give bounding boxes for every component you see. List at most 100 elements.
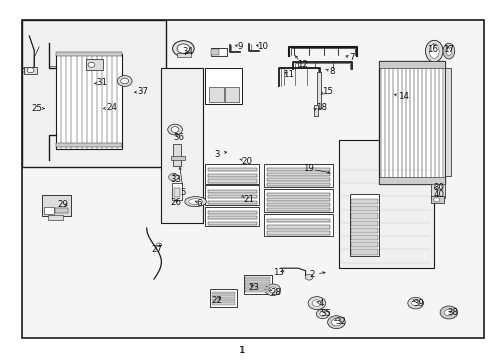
Text: 4: 4 <box>318 299 324 307</box>
Text: 18: 18 <box>315 103 326 112</box>
Text: 29: 29 <box>57 200 68 209</box>
Bar <box>171 156 184 160</box>
Bar <box>56 143 122 147</box>
Text: 3: 3 <box>214 150 220 158</box>
Bar <box>350 221 377 226</box>
Text: 34: 34 <box>183 46 193 55</box>
Bar <box>212 295 235 298</box>
Ellipse shape <box>428 44 438 58</box>
Bar <box>212 302 235 305</box>
Bar <box>350 242 377 247</box>
Bar <box>349 194 378 256</box>
Text: 26: 26 <box>170 198 181 207</box>
Bar <box>266 168 329 171</box>
Bar <box>41 195 71 216</box>
Text: 16: 16 <box>427 45 437 54</box>
Bar <box>245 290 269 292</box>
Bar <box>430 196 443 203</box>
Bar <box>207 211 256 214</box>
Bar <box>22 20 483 338</box>
Bar <box>207 168 256 171</box>
Circle shape <box>156 243 161 247</box>
Bar <box>161 68 203 223</box>
Circle shape <box>117 76 132 86</box>
Bar <box>205 207 259 226</box>
Text: 12: 12 <box>296 60 307 69</box>
Text: 27: 27 <box>151 245 162 254</box>
Bar <box>44 207 54 214</box>
Text: 6: 6 <box>196 198 202 207</box>
Circle shape <box>268 287 276 293</box>
Bar <box>85 59 102 70</box>
Bar <box>266 231 329 235</box>
Bar <box>177 53 190 57</box>
Text: 24: 24 <box>106 103 117 112</box>
Circle shape <box>439 306 457 319</box>
Bar <box>266 208 329 211</box>
Bar <box>266 193 329 196</box>
Circle shape <box>444 309 452 316</box>
Bar <box>378 177 444 184</box>
Text: 38: 38 <box>447 308 458 317</box>
Bar <box>172 183 182 200</box>
Circle shape <box>264 284 280 296</box>
Circle shape <box>88 62 95 67</box>
Text: 28: 28 <box>270 288 281 297</box>
Text: 1: 1 <box>239 346 244 355</box>
Bar <box>266 198 329 201</box>
Ellipse shape <box>445 47 451 55</box>
Text: 7: 7 <box>348 53 354 62</box>
Circle shape <box>327 316 345 329</box>
Bar <box>266 203 329 206</box>
Bar <box>350 213 377 219</box>
Circle shape <box>307 297 325 310</box>
Bar <box>245 287 269 289</box>
Text: 21: 21 <box>243 194 253 203</box>
Bar <box>266 219 329 222</box>
Bar <box>173 188 180 197</box>
Bar <box>207 190 256 193</box>
Bar <box>211 48 226 56</box>
Bar <box>56 52 122 56</box>
Bar <box>245 280 269 283</box>
Circle shape <box>407 297 423 309</box>
Text: 17: 17 <box>442 45 453 54</box>
Bar <box>205 164 259 184</box>
Bar <box>55 208 68 213</box>
Circle shape <box>121 78 128 84</box>
Bar <box>205 68 242 104</box>
Circle shape <box>331 319 341 326</box>
Circle shape <box>27 68 34 73</box>
Bar <box>22 20 166 167</box>
Text: 15: 15 <box>322 86 332 95</box>
Bar <box>212 292 235 294</box>
Text: 5: 5 <box>180 188 186 197</box>
Bar <box>378 61 444 68</box>
Bar <box>350 249 377 255</box>
Text: 14: 14 <box>397 92 408 101</box>
Circle shape <box>305 274 312 280</box>
Bar <box>211 49 218 55</box>
Bar <box>338 140 433 268</box>
Circle shape <box>171 127 179 132</box>
Bar <box>316 72 320 108</box>
Circle shape <box>312 300 321 306</box>
Bar <box>264 164 332 187</box>
Text: 20: 20 <box>241 157 252 166</box>
Bar <box>207 195 256 198</box>
Text: 37: 37 <box>138 86 148 95</box>
Bar <box>24 67 37 74</box>
Text: 11: 11 <box>283 71 293 79</box>
Bar <box>266 183 329 186</box>
Bar <box>207 201 256 204</box>
Text: 10: 10 <box>257 42 267 51</box>
Bar <box>266 178 329 181</box>
Text: 35: 35 <box>320 309 331 318</box>
Bar <box>350 199 377 204</box>
Text: 25: 25 <box>31 104 42 112</box>
Bar <box>350 228 377 233</box>
Bar <box>444 68 450 176</box>
Text: 2: 2 <box>308 270 314 279</box>
Text: 39: 39 <box>413 299 424 307</box>
Circle shape <box>319 312 325 316</box>
